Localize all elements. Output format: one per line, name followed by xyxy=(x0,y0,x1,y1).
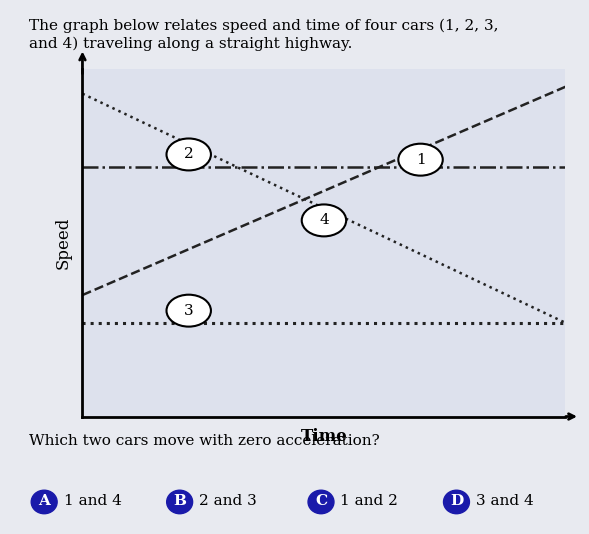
Text: A: A xyxy=(38,494,50,508)
Circle shape xyxy=(167,295,211,327)
Text: 3: 3 xyxy=(184,304,194,318)
Text: 3 and 4: 3 and 4 xyxy=(476,494,534,508)
Text: C: C xyxy=(315,494,327,508)
Text: 2 and 3: 2 and 3 xyxy=(199,494,257,508)
Text: 2: 2 xyxy=(184,147,194,161)
X-axis label: Time: Time xyxy=(300,428,348,445)
Text: B: B xyxy=(173,494,186,508)
Text: Which two cars move with zero acceleration?: Which two cars move with zero accelerati… xyxy=(29,434,380,447)
Text: 1 and 2: 1 and 2 xyxy=(340,494,398,508)
Text: 1 and 4: 1 and 4 xyxy=(64,494,121,508)
Circle shape xyxy=(398,144,443,176)
Circle shape xyxy=(167,138,211,170)
Y-axis label: Speed: Speed xyxy=(54,217,71,269)
Text: The graph below relates speed and time of four cars (1, 2, 3,: The graph below relates speed and time o… xyxy=(29,19,499,33)
Circle shape xyxy=(302,205,346,237)
Text: D: D xyxy=(450,494,463,508)
Text: 1: 1 xyxy=(416,153,425,167)
Text: 4: 4 xyxy=(319,214,329,227)
Text: and 4) traveling along a straight highway.: and 4) traveling along a straight highwa… xyxy=(29,36,353,51)
